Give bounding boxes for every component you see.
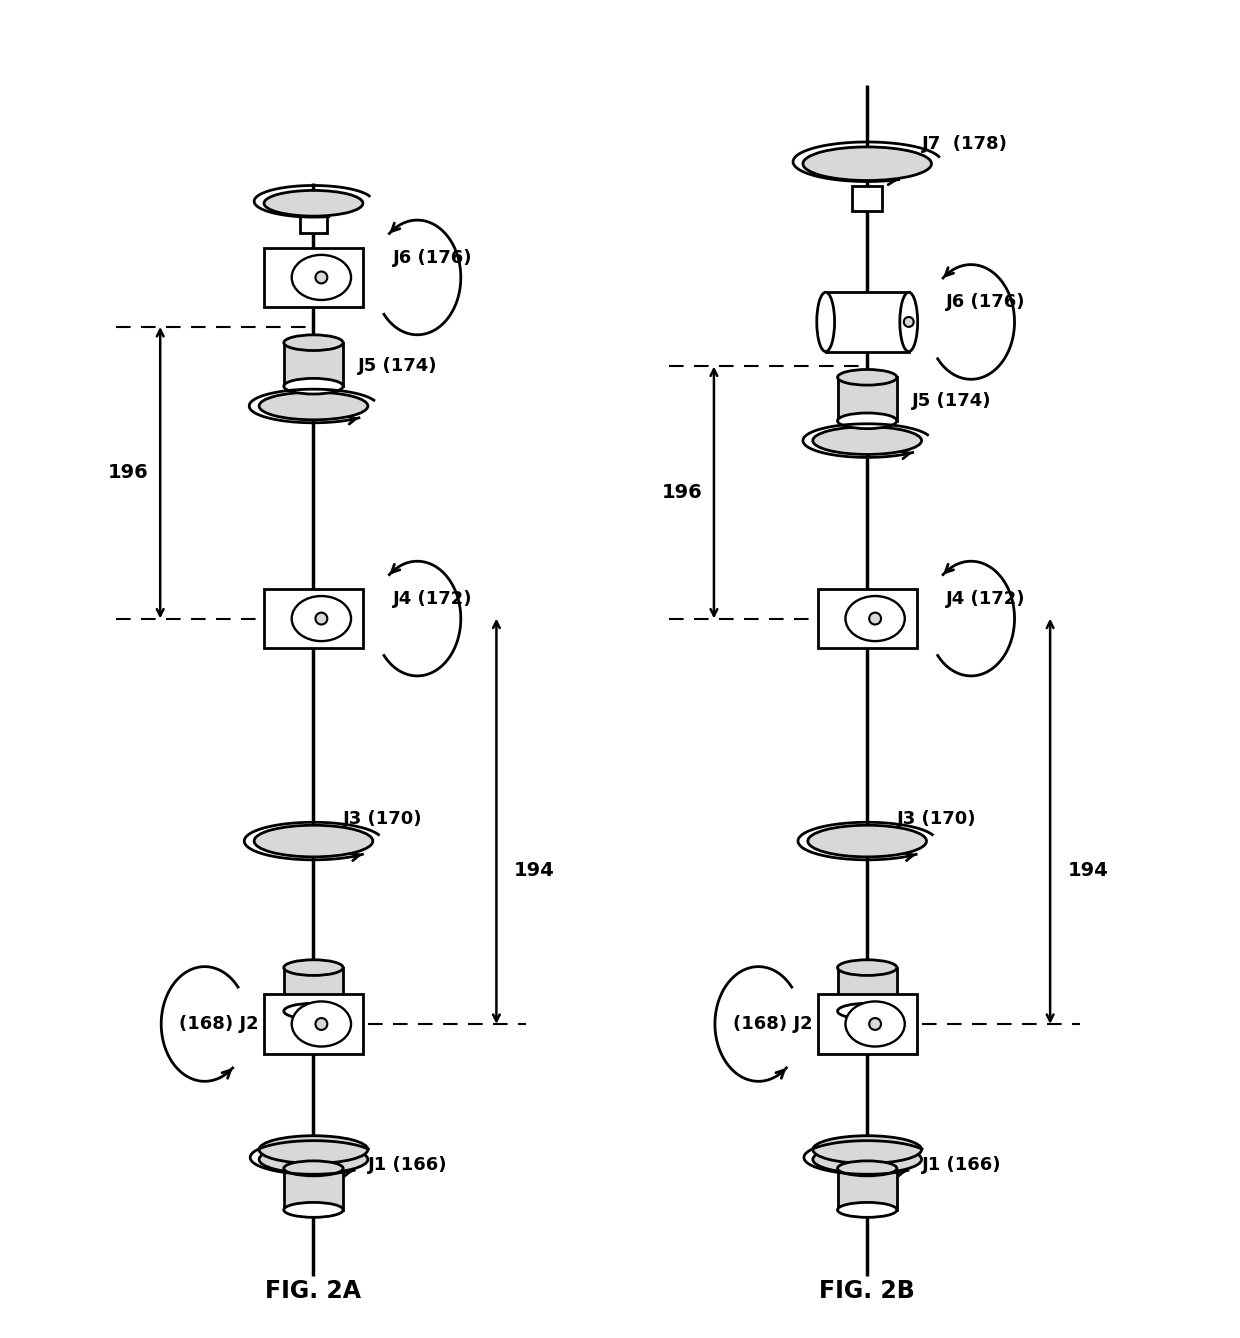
Text: 196: 196	[661, 483, 702, 502]
Ellipse shape	[869, 1018, 882, 1030]
Text: J5 (174): J5 (174)	[911, 392, 991, 409]
Ellipse shape	[291, 595, 351, 641]
Text: J6 (176): J6 (176)	[946, 293, 1025, 312]
Ellipse shape	[264, 190, 363, 217]
Text: J4 (172): J4 (172)	[946, 590, 1025, 607]
Ellipse shape	[259, 392, 368, 420]
Ellipse shape	[315, 272, 327, 284]
Text: FIG. 2A: FIG. 2A	[265, 1279, 362, 1303]
Ellipse shape	[284, 334, 343, 351]
Bar	[284, 967, 343, 1012]
Text: J1 (166): J1 (166)	[921, 1156, 1001, 1175]
Text: (168) J2: (168) J2	[180, 1016, 259, 1033]
Ellipse shape	[900, 292, 918, 352]
Bar	[300, 213, 327, 233]
Ellipse shape	[817, 292, 835, 352]
Bar	[817, 994, 916, 1053]
Text: 196: 196	[108, 463, 149, 482]
Ellipse shape	[284, 1203, 343, 1218]
Text: J3 (170): J3 (170)	[897, 811, 976, 828]
Ellipse shape	[804, 147, 931, 181]
Ellipse shape	[846, 1001, 905, 1046]
Ellipse shape	[837, 1004, 897, 1020]
Ellipse shape	[284, 379, 343, 393]
Bar	[264, 248, 363, 308]
Bar	[817, 589, 916, 648]
Bar	[264, 994, 363, 1053]
Text: FIG. 2B: FIG. 2B	[820, 1279, 915, 1303]
Bar	[837, 967, 897, 1012]
Bar	[837, 1168, 897, 1210]
Text: J4 (172): J4 (172)	[393, 590, 472, 607]
Bar	[284, 343, 343, 387]
Ellipse shape	[904, 317, 914, 326]
Ellipse shape	[284, 1004, 343, 1020]
Ellipse shape	[808, 826, 926, 856]
Ellipse shape	[837, 1161, 897, 1176]
Bar	[852, 186, 882, 210]
Ellipse shape	[291, 256, 351, 300]
Ellipse shape	[812, 1136, 921, 1164]
Bar	[826, 292, 909, 352]
Ellipse shape	[315, 613, 327, 625]
Ellipse shape	[812, 1145, 921, 1173]
Ellipse shape	[837, 959, 897, 975]
Ellipse shape	[837, 1203, 897, 1218]
Bar	[837, 377, 897, 421]
Ellipse shape	[837, 369, 897, 385]
Ellipse shape	[254, 826, 373, 856]
Text: J5 (174): J5 (174)	[358, 357, 438, 376]
Text: 194: 194	[515, 862, 556, 880]
Ellipse shape	[846, 595, 905, 641]
Text: J6 (176): J6 (176)	[393, 249, 472, 266]
Ellipse shape	[812, 427, 921, 455]
Ellipse shape	[837, 413, 897, 428]
Ellipse shape	[259, 1145, 368, 1173]
Bar	[284, 1168, 343, 1210]
Text: J1 (166): J1 (166)	[368, 1156, 448, 1175]
Bar	[264, 589, 363, 648]
Ellipse shape	[284, 1161, 343, 1176]
Text: 194: 194	[1068, 862, 1109, 880]
Ellipse shape	[291, 1001, 351, 1046]
Text: (168) J2: (168) J2	[733, 1016, 812, 1033]
Ellipse shape	[259, 1136, 368, 1164]
Text: J3 (170): J3 (170)	[343, 811, 423, 828]
Ellipse shape	[284, 959, 343, 975]
Ellipse shape	[315, 1018, 327, 1030]
Text: J7  (178): J7 (178)	[921, 135, 1007, 153]
Ellipse shape	[869, 613, 882, 625]
